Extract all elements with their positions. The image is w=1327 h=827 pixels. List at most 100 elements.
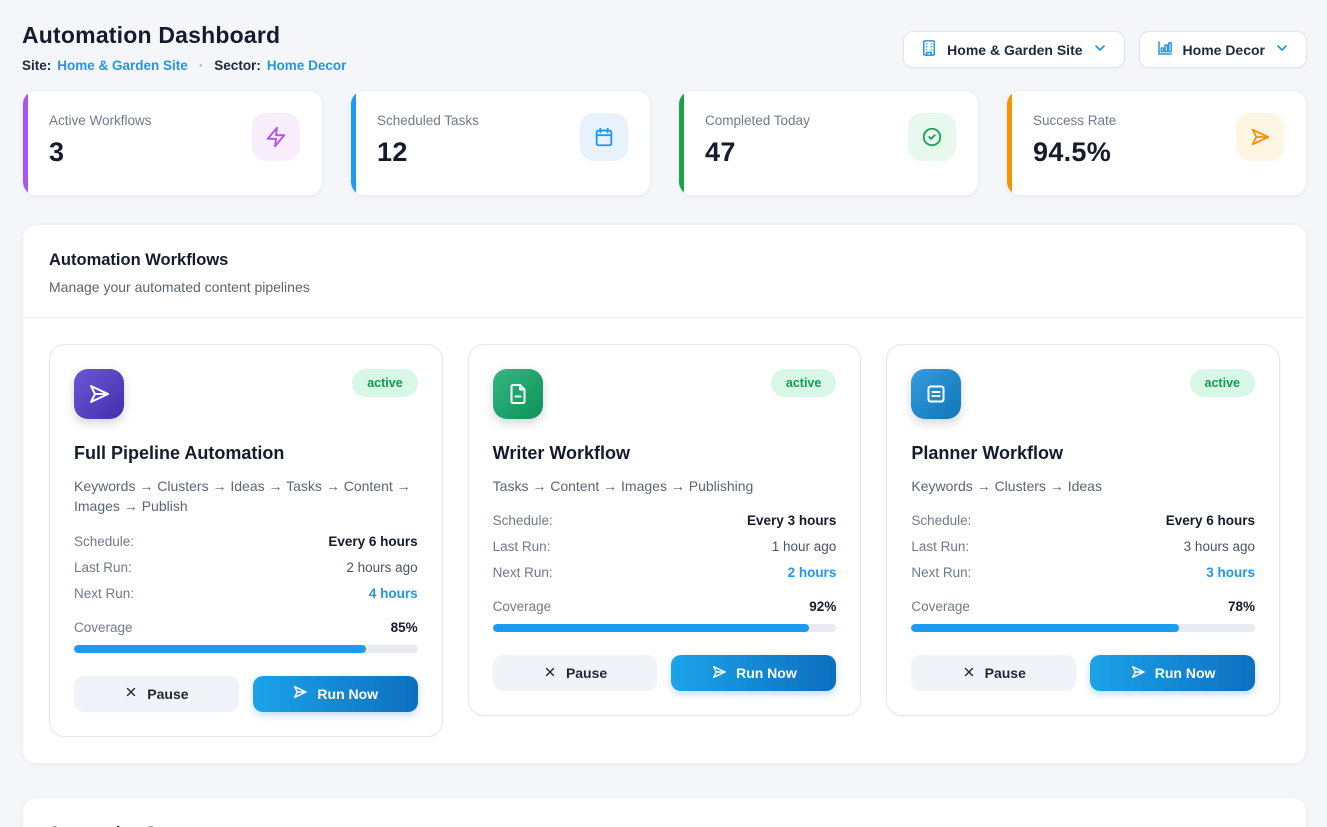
workflow-description: Tasks → Content → Images → Publishing [492,478,754,494]
pause-button[interactable]: Pause [911,655,1077,692]
stat-card-completed-today: Completed Today 47 [678,90,979,196]
workflow-name: Full Pipeline Automation [74,443,285,463]
stat-label: Scheduled Tasks [377,113,479,128]
zap-icon [252,113,300,161]
schedule-value: Every 6 hours [1165,513,1255,529]
workflow-description: Keywords → Clusters → Ideas → Tasks → Co… [74,478,411,515]
last-run-value: 2 hours ago [346,559,418,575]
building-icon [920,39,938,60]
stat-label: Active Workflows [49,113,152,128]
sector-dropdown[interactable]: Home Decor [1138,31,1307,68]
run-now-button[interactable]: Run Now [1090,655,1255,692]
stat-label: Completed Today [705,113,810,128]
coverage-value: 85% [390,619,418,635]
workflow-card-planner: active Planner Workflow Keywords → Clust… [886,344,1280,717]
coverage-value: 92% [809,599,837,615]
send-icon [711,664,727,683]
stats-row: Active Workflows 3 Scheduled Tasks 12 [22,90,1307,196]
section-subtitle: Manage your automated content pipelines [49,279,310,295]
workflow-description: Keywords → Clusters → Ideas [911,478,1102,494]
last-run-value: 3 hours ago [1183,539,1255,555]
next-run-value: 2 hours [787,565,837,581]
header-controls: Home & Garden Site Home Decor [903,31,1307,68]
chevron-down-icon [1274,40,1290,59]
section-title: Automation Workflows [49,251,229,269]
schedule-row: Schedule: Every 6 hours [911,513,1255,529]
schedule-value: Every 6 hours [328,533,418,549]
chevron-down-icon [1092,40,1108,59]
schedule-row: Schedule: Every 6 hours [74,533,418,549]
run-now-button[interactable]: Run Now [671,655,837,692]
pause-button[interactable]: Pause [492,655,658,692]
coverage-progress-bar [911,624,1255,633]
workflow-grid: active Full Pipeline Automation Keywords… [23,318,1306,763]
bar-chart-icon [1156,39,1174,60]
status-badge: active [352,369,418,397]
coverage-row: Coverage 85% [74,619,418,635]
list-panel-icon [911,369,962,419]
workflow-name: Writer Workflow [492,443,631,463]
send-icon [292,684,308,703]
coverage-value: 78% [1227,599,1255,615]
automation-workflows-section: Automation Workflows Manage your automat… [22,224,1307,764]
breadcrumb-separator: · [198,58,204,73]
run-now-button[interactable]: Run Now [252,675,418,712]
stat-value: 94.5% [1033,137,1112,167]
sector-dropdown-label: Home Decor [1182,41,1265,58]
workflow-name: Planner Workflow [911,443,1064,463]
send-icon [1236,113,1284,161]
stat-label: Success Rate [1033,113,1117,128]
accent-bar [679,91,684,195]
page-title: Automation Dashboard [22,22,281,48]
stat-value: 47 [705,137,736,167]
stat-card-scheduled-tasks: Scheduled Tasks 12 [350,90,651,196]
next-run-value: 3 hours [1206,565,1255,581]
stat-value: 12 [377,137,408,167]
next-run-row: Next Run: 2 hours [492,565,837,581]
coverage-progress-bar [74,644,418,653]
schedule-row: Schedule: Every 3 hours [492,513,837,529]
last-run-row: Last Run: 1 hour ago [492,539,837,555]
x-icon [962,665,976,682]
stat-card-active-workflows: Active Workflows 3 [22,90,323,196]
header-titles: Automation Dashboard Site: Home & Garden… [22,22,346,73]
schedule-value: Every 3 hours [747,513,837,529]
next-run-row: Next Run: 4 hours [74,585,418,601]
send-icon [74,369,124,419]
file-text-icon [492,369,543,419]
coverage-progress-fill [74,644,367,653]
x-icon [124,685,138,702]
workflow-card-writer: active Writer Workflow Tasks → Content →… [467,344,862,717]
breadcrumb: Site: Home & Garden Site · Sector: Home … [22,58,346,73]
site-link[interactable]: Home & Garden Site [57,58,188,73]
send-icon [1130,664,1146,683]
status-badge: active [1189,369,1255,397]
coverage-progress-fill [911,624,1180,633]
coverage-row: Coverage 92% [492,599,837,615]
next-run-value: 4 hours [368,585,418,601]
sector-link[interactable]: Home Decor [266,58,347,73]
section-title: Automation Steps [49,824,1280,827]
pause-button[interactable]: Pause [74,675,239,712]
workflow-card-full-pipeline: active Full Pipeline Automation Keywords… [49,344,443,737]
site-dropdown[interactable]: Home & Garden Site [903,31,1125,68]
coverage-progress-bar [492,624,837,633]
last-run-row: Last Run: 3 hours ago [911,539,1255,555]
coverage-progress-fill [492,624,809,633]
accent-bar [1007,91,1012,195]
status-badge: active [770,369,837,397]
stat-card-success-rate: Success Rate 94.5% [1006,90,1307,196]
site-label: Site: [22,58,52,73]
page-header: Automation Dashboard Site: Home & Garden… [22,22,1307,73]
accent-bar [23,91,28,195]
accent-bar [351,91,356,195]
next-run-row: Next Run: 3 hours [911,565,1255,581]
last-run-row: Last Run: 2 hours ago [74,559,418,575]
site-dropdown-label: Home & Garden Site [947,41,1083,58]
last-run-value: 1 hour ago [771,539,837,555]
x-icon [543,665,557,682]
sector-label: Sector: [214,58,261,73]
automation-steps-section: Automation Steps Configure which steps a… [22,796,1307,827]
stat-value: 3 [49,137,65,167]
